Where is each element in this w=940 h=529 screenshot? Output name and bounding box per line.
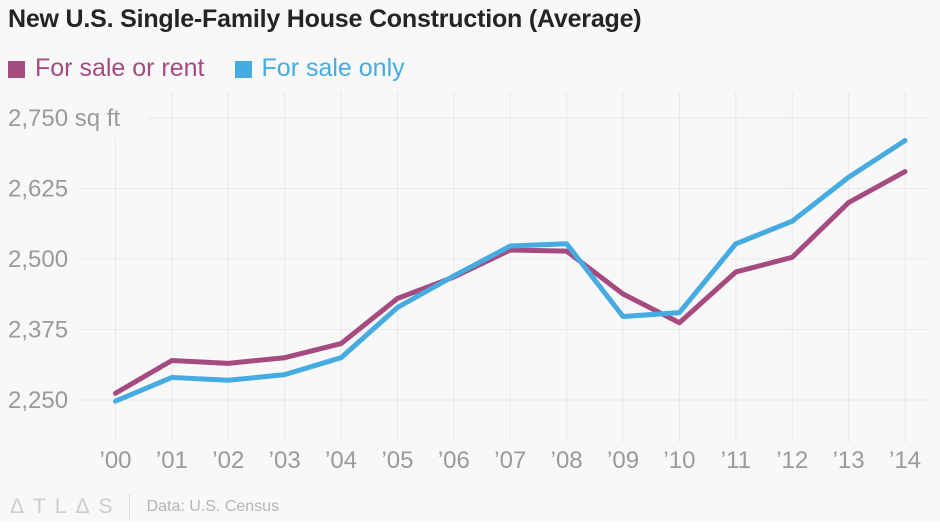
x-tick-label: ’11	[721, 447, 751, 474]
chart-title: New U.S. Single-Family House Constructio…	[8, 5, 642, 33]
y-tick-label: 2,500	[8, 246, 68, 273]
x-tick-label: ’09	[607, 447, 639, 474]
series-line-for-sale-or-rent	[113, 169, 908, 396]
x-tick-label: ’01	[156, 447, 188, 474]
x-tick-label: ’13	[833, 447, 865, 474]
x-tick-label: ’04	[325, 447, 357, 474]
x-tick-label: ’12	[776, 447, 808, 474]
atlas-logo: ΔTLΔS	[10, 495, 122, 518]
data-source-label: Data: U.S. Census	[146, 498, 280, 515]
x-tick-label: ’07	[494, 447, 526, 474]
x-tick-label: ’00	[99, 447, 131, 474]
legend-label-for-sale-or-rent: For sale or rent	[35, 54, 205, 82]
x-tick-label: ’05	[381, 447, 413, 474]
legend-swatch-for-sale-or-rent-icon	[8, 61, 25, 78]
legend-swatch-for-sale-only-icon	[234, 61, 252, 78]
legend-item-for-sale-or-rent: For sale or rent	[8, 54, 205, 83]
legend-item-for-sale-only: For sale only	[234, 54, 405, 83]
x-tick-label: ’14	[889, 447, 921, 474]
x-tick-label: ’02	[212, 447, 244, 474]
x-tick-label: ’06	[438, 447, 470, 474]
bottom-strip	[0, 522, 940, 529]
y-tick-label: 2,750 sq ft	[8, 105, 120, 132]
y-tick-label: 2,250	[8, 387, 68, 414]
x-tick-label: ’03	[269, 447, 301, 474]
x-tick-label: ’08	[551, 447, 583, 474]
legend-label-for-sale-only: For sale only	[261, 54, 405, 82]
footer-divider	[128, 494, 130, 520]
y-tick-label: 2,625	[8, 176, 68, 203]
series-line-for-sale-only	[113, 138, 908, 404]
x-tick-label: ’10	[663, 447, 695, 474]
legend: For sale or rent For sale only	[8, 54, 405, 83]
y-tick-label: 2,375	[8, 317, 68, 344]
footer: ΔTLΔS Data: U.S. Census	[10, 493, 279, 521]
